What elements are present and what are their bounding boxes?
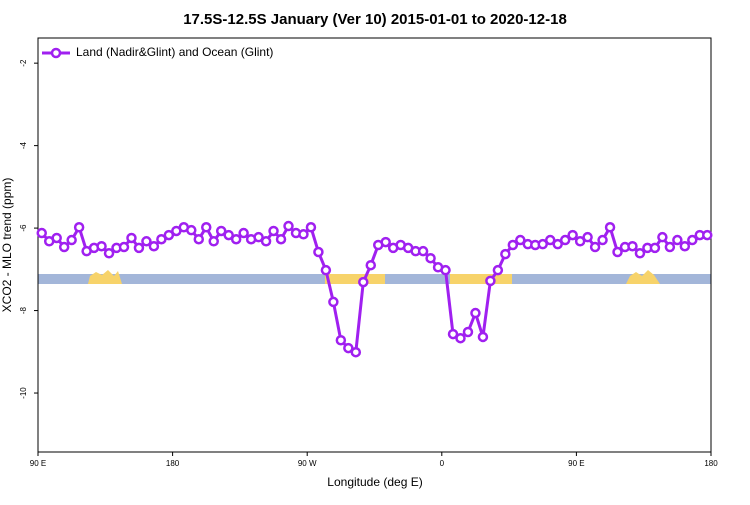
data-point — [470, 307, 481, 319]
plot-frame — [37, 37, 712, 453]
data-point — [313, 246, 324, 258]
data-point — [477, 331, 489, 343]
data-point — [507, 239, 519, 251]
data-point — [51, 232, 62, 244]
data-point — [141, 236, 152, 247]
data-point — [73, 222, 85, 233]
y-tick-label: -8 — [19, 306, 28, 314]
y-tick-label: -10 — [19, 387, 28, 399]
data-point — [208, 236, 219, 247]
land-ocean-band — [38, 270, 711, 284]
data-point — [126, 232, 137, 244]
data-point — [447, 328, 459, 340]
data-point — [597, 234, 608, 246]
data-point — [163, 229, 175, 241]
x-tick-label: 180 — [166, 459, 180, 468]
data-point — [440, 264, 451, 276]
data-point — [492, 264, 504, 276]
data-point — [201, 222, 212, 233]
data-point — [275, 233, 287, 245]
data-point — [559, 234, 571, 246]
data-point — [664, 241, 676, 253]
x-tick-label: 180 — [704, 459, 718, 468]
data-point — [627, 240, 638, 252]
land-band — [450, 274, 512, 284]
x-axis-label: Longitude (deg E) — [327, 475, 422, 489]
data-point — [305, 222, 317, 233]
data-point — [58, 241, 70, 253]
chart-title: 17.5S-12.5S January (Ver 10) 2015-01-01 … — [183, 11, 567, 28]
data-point — [238, 227, 249, 239]
data-point — [687, 234, 698, 246]
data-point — [103, 247, 115, 259]
data-point — [462, 326, 474, 338]
legend-marker — [50, 47, 62, 59]
x-tick-label: 90 E — [30, 459, 46, 468]
data-point — [133, 242, 145, 254]
data-point — [515, 234, 526, 246]
data-point — [552, 238, 563, 250]
land-band — [88, 270, 122, 284]
y-axis-label: XCO2 - MLO trend (ppm) — [0, 178, 14, 313]
data-point — [268, 225, 279, 237]
data-point — [455, 332, 466, 344]
legend-label: Land (Nadir&Glint) and Ocean (Glint) — [76, 45, 273, 59]
x-tick-label: 90 E — [568, 459, 584, 468]
data-point — [328, 296, 339, 308]
data-point — [649, 242, 661, 254]
y-tick-label: -2 — [19, 59, 28, 67]
x-tick-label: 0 — [440, 459, 445, 468]
data-point — [358, 276, 369, 288]
data-point — [343, 342, 354, 354]
data-point — [223, 229, 234, 241]
data-point — [230, 233, 242, 245]
data-point — [612, 246, 623, 258]
x-tick-label: 90 W — [298, 459, 317, 468]
data-point — [148, 240, 160, 252]
data-point — [193, 233, 205, 245]
data-point — [66, 234, 77, 246]
land-band — [325, 274, 385, 284]
data-point — [298, 229, 309, 240]
legend: Land (Nadir&Glint) and Ocean (Glint) — [42, 45, 273, 59]
data-point — [582, 231, 593, 243]
data-point — [544, 234, 556, 246]
data-point — [417, 245, 429, 257]
y-tick-label: -4 — [19, 142, 28, 150]
data-point — [365, 259, 377, 271]
data-point — [215, 225, 227, 237]
data-point — [672, 234, 683, 246]
data-point — [253, 231, 264, 243]
data-point — [604, 222, 616, 233]
data-point — [657, 231, 668, 243]
data-point — [702, 229, 713, 241]
data-point — [500, 248, 511, 260]
data-point — [574, 236, 586, 247]
data-point — [260, 236, 272, 247]
data-point — [350, 346, 362, 358]
data-point — [485, 275, 496, 287]
data-point — [156, 233, 167, 245]
land-band — [626, 270, 660, 284]
data-point — [320, 264, 332, 276]
data-point — [425, 252, 436, 264]
data-point — [537, 238, 548, 250]
data-point — [589, 241, 601, 253]
data-point — [118, 241, 130, 253]
data-point — [567, 229, 578, 241]
data-point — [36, 227, 47, 239]
data-point — [283, 220, 294, 232]
data-point — [186, 224, 197, 236]
data-point — [380, 236, 391, 248]
y-tick-label: -6 — [19, 224, 28, 232]
data-point — [335, 335, 347, 346]
data-point — [634, 247, 646, 259]
data-point — [679, 240, 691, 252]
data-point — [96, 240, 107, 252]
